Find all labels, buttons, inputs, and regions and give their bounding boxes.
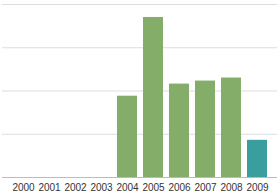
svg-text:2007: 2007 xyxy=(194,182,217,193)
svg-text:2005: 2005 xyxy=(142,182,165,193)
svg-text:2001: 2001 xyxy=(38,182,61,193)
svg-text:2003: 2003 xyxy=(90,182,113,193)
svg-text:2009: 2009 xyxy=(246,182,269,193)
svg-text:2000: 2000 xyxy=(12,182,35,193)
svg-text:2004: 2004 xyxy=(116,182,139,193)
svg-text:2008: 2008 xyxy=(220,182,243,193)
svg-text:2006: 2006 xyxy=(168,182,191,193)
svg-text:2002: 2002 xyxy=(64,182,87,193)
